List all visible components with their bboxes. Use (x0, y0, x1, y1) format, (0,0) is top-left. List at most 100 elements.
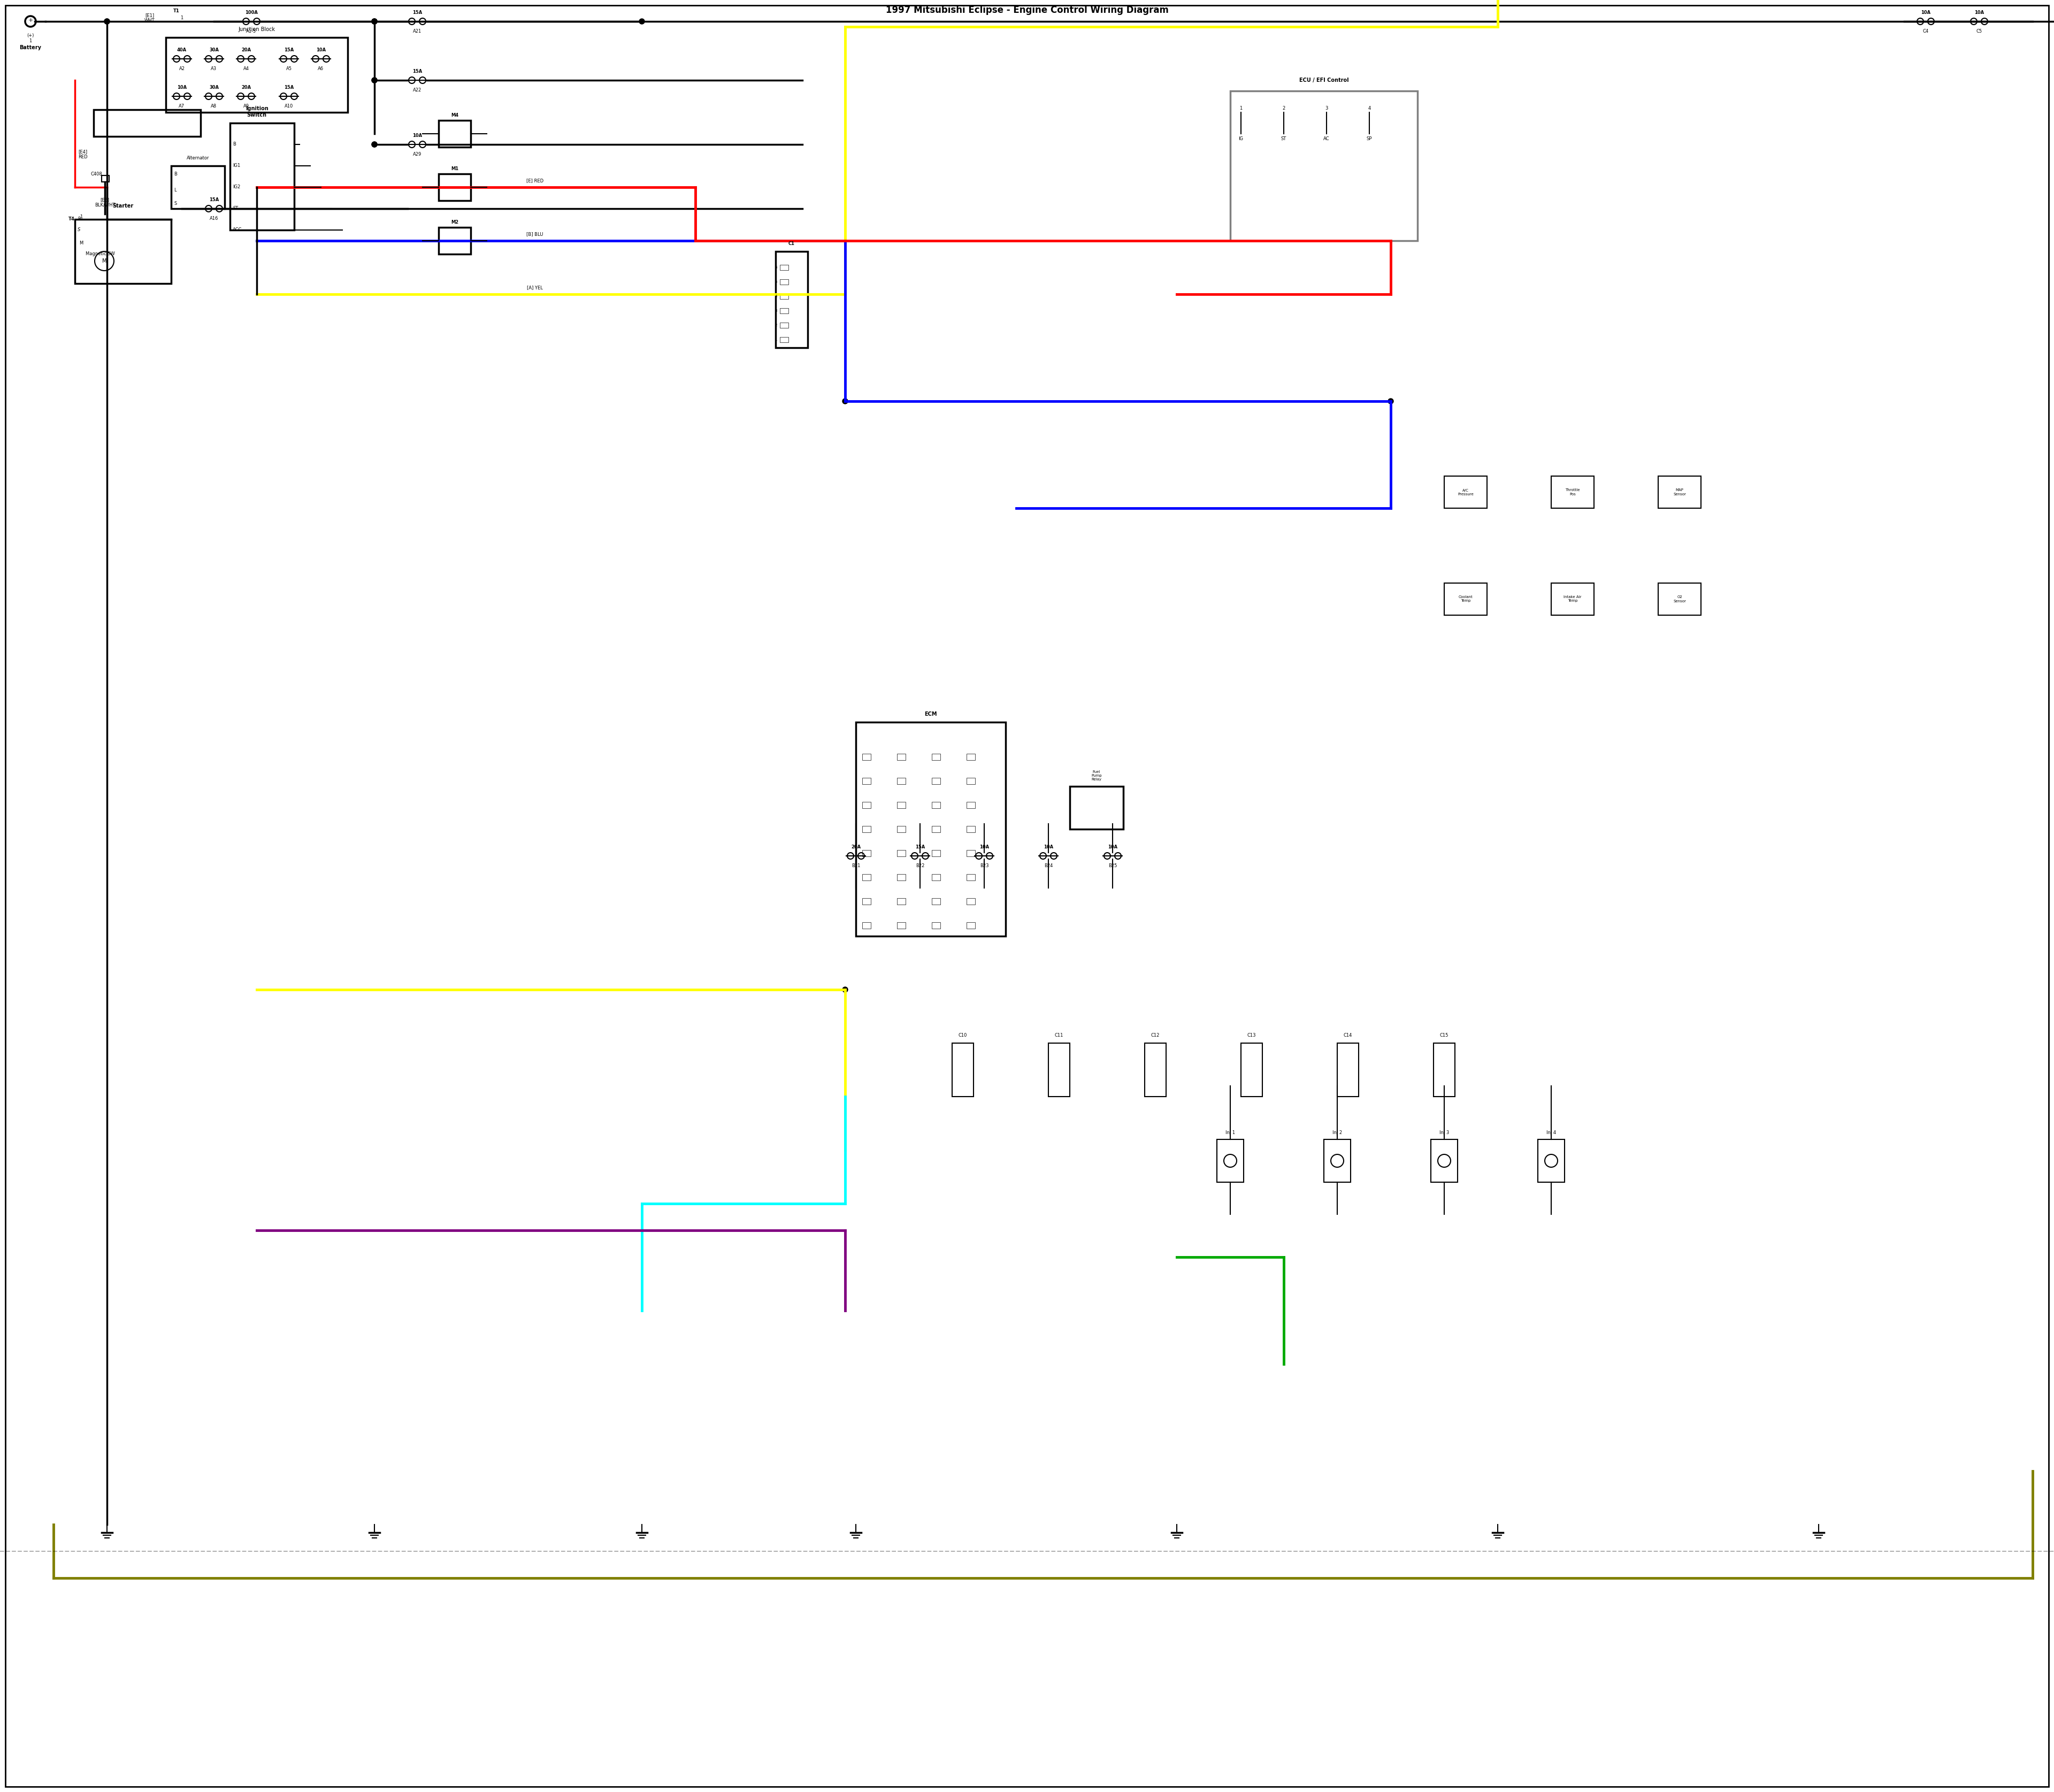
Text: 15A: 15A (283, 84, 294, 90)
Circle shape (372, 18, 378, 23)
Bar (967, 826, 976, 831)
Text: Inj 3: Inj 3 (1440, 1131, 1450, 1134)
Text: B: B (78, 217, 80, 222)
Text: 1: 1 (80, 215, 82, 219)
Bar (967, 923, 976, 928)
Text: A6: A6 (318, 66, 325, 72)
Text: 3: 3 (774, 310, 776, 312)
Bar (863, 754, 871, 760)
Text: B: B (175, 172, 177, 177)
Bar (1216, 1140, 1243, 1183)
Text: 40A: 40A (177, 48, 187, 52)
Text: C1: C1 (789, 242, 795, 246)
Text: T4: T4 (68, 217, 74, 222)
Bar (1444, 477, 1487, 509)
Text: C11: C11 (1054, 1032, 1064, 1038)
Text: Ignition
Switch: Ignition Switch (244, 106, 269, 118)
Text: 15A: 15A (210, 197, 220, 202)
Text: B25: B25 (1109, 864, 1117, 867)
Text: 5: 5 (774, 280, 776, 283)
Bar (440, 228, 470, 254)
Bar (1230, 91, 1417, 240)
Bar (933, 923, 941, 928)
Text: 1997 Mitsubishi Eclipse - Engine Control Wiring Diagram: 1997 Mitsubishi Eclipse - Engine Control… (885, 5, 1169, 14)
Bar (898, 898, 906, 905)
Text: Junction Block: Junction Block (238, 27, 275, 32)
Bar (1432, 1140, 1458, 1183)
Text: Coolant
Temp: Coolant Temp (1458, 595, 1473, 602)
Bar (898, 754, 906, 760)
Circle shape (639, 18, 645, 23)
Bar (863, 874, 871, 880)
Text: A9: A9 (242, 104, 249, 109)
Text: T1: T1 (173, 9, 179, 13)
Bar (166, 38, 347, 113)
Bar (863, 923, 871, 928)
Bar (967, 754, 976, 760)
Text: 10A: 10A (316, 48, 327, 52)
Bar (1241, 1043, 1263, 1097)
Text: ECU / EFI Control: ECU / EFI Control (1298, 77, 1349, 82)
Bar (1551, 582, 1594, 615)
Text: Intake Air
Temp: Intake Air Temp (1563, 595, 1582, 602)
Text: 100A: 100A (244, 11, 259, 14)
Text: C5: C5 (1976, 29, 1982, 34)
Text: A1-5: A1-5 (246, 29, 257, 34)
Text: IG1: IG1 (232, 163, 240, 168)
Bar (967, 849, 976, 857)
Bar (776, 251, 807, 348)
Bar (230, 124, 294, 229)
Text: [B] BLU: [B] BLU (526, 231, 544, 237)
Bar (1144, 1043, 1167, 1097)
Bar (863, 826, 871, 831)
Text: M4: M4 (452, 113, 458, 118)
Text: Inj 4: Inj 4 (1547, 1131, 1557, 1134)
Text: 3: 3 (1325, 106, 1329, 111)
Bar (1658, 582, 1701, 615)
Text: [E] RED: [E] RED (526, 177, 544, 183)
Text: RED: RED (78, 154, 88, 159)
Bar (781, 323, 789, 328)
Bar (967, 898, 976, 905)
Bar (1658, 477, 1701, 509)
Bar (898, 826, 906, 831)
Text: M: M (80, 240, 82, 246)
Bar (933, 874, 941, 880)
Text: Battery: Battery (21, 45, 41, 50)
Text: B: B (232, 142, 236, 147)
Text: WHT: WHT (144, 18, 154, 23)
Text: S: S (175, 201, 177, 206)
Text: 1: 1 (774, 339, 776, 340)
Text: L: L (175, 188, 177, 192)
Text: (+): (+) (27, 34, 35, 38)
Text: MAP
Sensor: MAP Sensor (1674, 489, 1686, 496)
Bar (863, 849, 871, 857)
Bar (781, 280, 789, 285)
Circle shape (842, 398, 848, 403)
Text: 6: 6 (774, 265, 776, 269)
Text: Fuel
Pump
Relay: Fuel Pump Relay (1091, 771, 1101, 781)
Bar (898, 923, 906, 928)
Text: A4: A4 (242, 66, 249, 72)
Circle shape (372, 77, 378, 82)
Text: A21: A21 (413, 29, 421, 34)
Text: C4: C4 (1923, 29, 1929, 34)
Text: A/C
Pressure: A/C Pressure (1458, 489, 1473, 496)
Text: ECM: ECM (924, 711, 937, 717)
Text: 10A: 10A (1974, 11, 1984, 14)
Bar (898, 778, 906, 785)
Text: 1: 1 (1239, 106, 1243, 111)
Bar (967, 874, 976, 880)
Bar (967, 778, 976, 785)
Text: SP: SP (1366, 136, 1372, 142)
Text: 10A: 10A (177, 84, 187, 90)
Text: A16: A16 (210, 217, 218, 220)
Text: A7: A7 (179, 104, 185, 109)
Bar (1325, 1140, 1352, 1183)
Text: 10A: 10A (1043, 844, 1054, 849)
Bar (898, 801, 906, 808)
Text: 20A: 20A (240, 84, 251, 90)
Bar (1434, 1043, 1454, 1097)
Circle shape (105, 18, 109, 23)
Bar (440, 120, 470, 147)
